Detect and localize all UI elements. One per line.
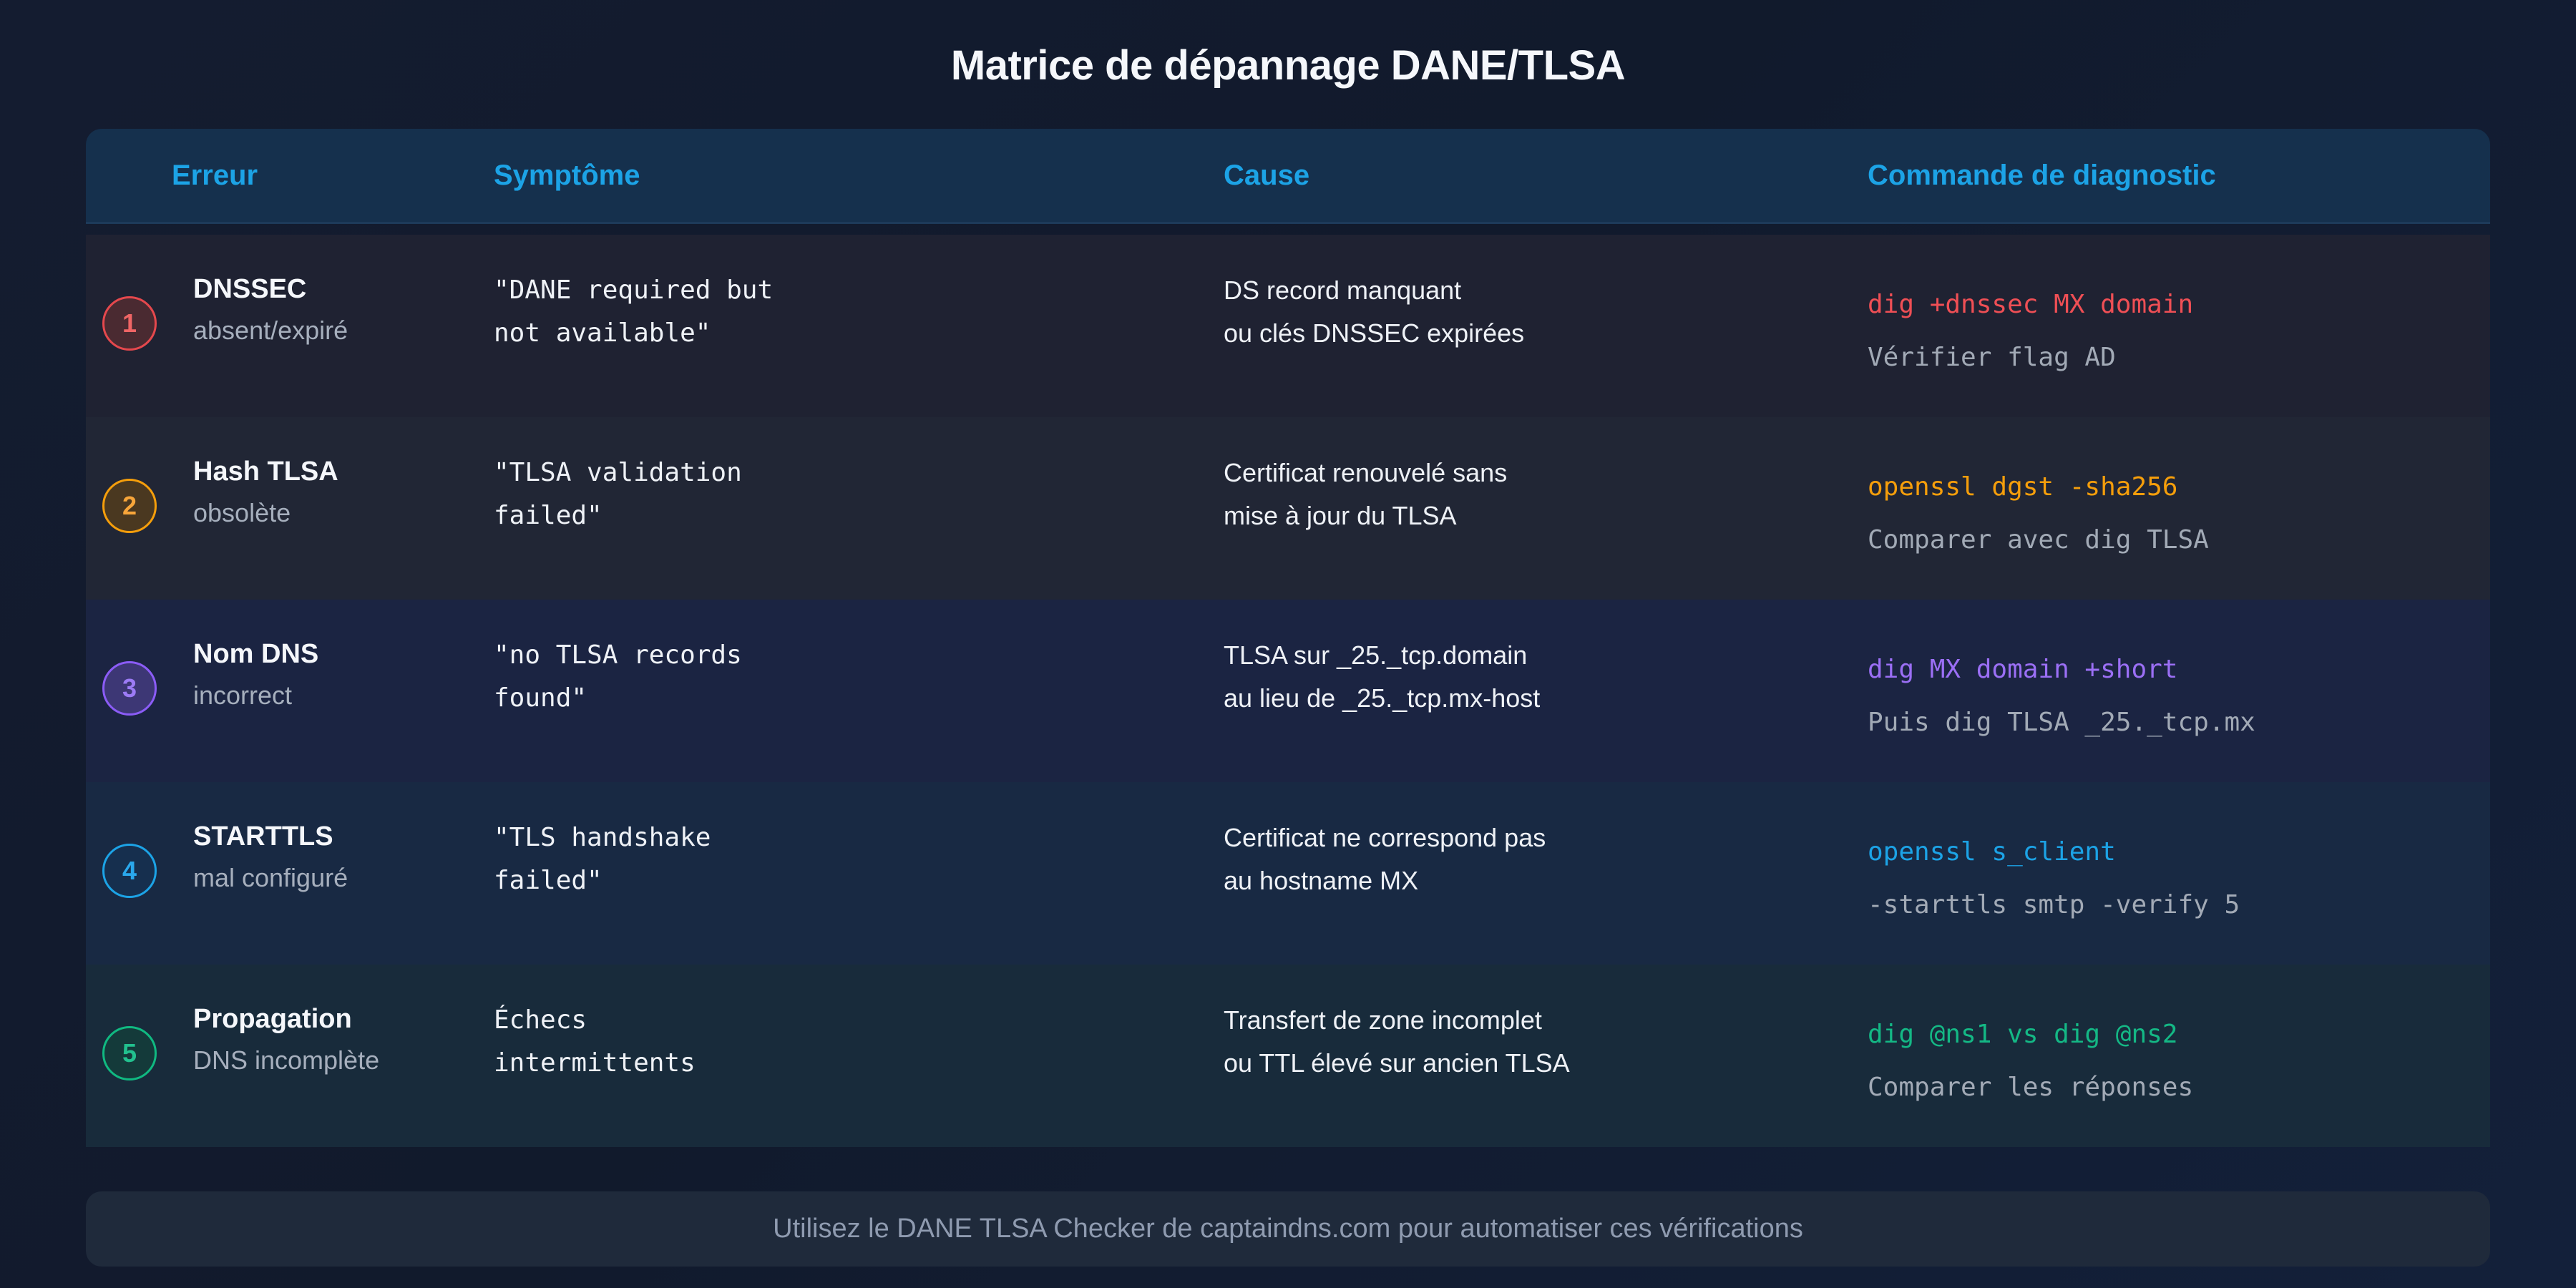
command-note: Vérifier flag AD [1868,343,2116,372]
command-note: Puis dig TLSA _25._tcp.mx [1868,708,2255,737]
cause-line: Transfert de zone incomplet [1224,1005,1542,1035]
row-number-badge: 2 [102,479,157,533]
symptom-cell: "TLSA validation failed" [494,452,1138,537]
symptom-cell: Échecs intermittents [494,999,1138,1085]
error-name: STARTTLS [193,821,333,852]
cause-line: ou TTL élevé sur ancien TLSA [1224,1048,1570,1078]
symptom-line: "DANE required but [494,275,774,305]
symptom-line: "TLS handshake [494,823,711,852]
error-name: Propagation [193,1004,352,1034]
error-cell: Hash TLSA obsolète [193,452,338,535]
cause-cell: Certificat ne correspond pas au hostname… [1224,816,1839,902]
cause-line: au lieu de _25._tcp.mx-host [1224,683,1541,713]
command-note: Comparer avec dig TLSA [1868,525,2209,555]
command-cell: dig @ns1 vs dig @ns2 Comparer les répons… [1868,1015,2476,1108]
row-number-badge: 4 [102,844,157,898]
error-cell: DNSSEC absent/expiré [193,269,348,352]
error-subtitle: incorrect [193,680,293,710]
row-number-badge: 5 [102,1026,157,1080]
symptom-line: found" [494,683,587,713]
command-cell: openssl s_client -starttls smtp -verify … [1868,832,2476,925]
command-note: -starttls smtp -verify 5 [1868,890,2240,919]
command-cell: dig MX domain +short Puis dig TLSA _25._… [1868,650,2476,743]
cause-cell: DS record manquant ou clés DNSSEC expiré… [1224,269,1839,355]
symptom-cell: "DANE required but not available" [494,269,1138,355]
error-subtitle: obsolète [193,498,291,527]
page-title: Matrice de dépannage DANE/TLSA [950,42,1626,89]
table-row: 1 DNSSEC absent/expiré "DANE required bu… [86,235,2490,417]
table-header: Erreur Symptôme Cause Commande de diagno… [86,129,2490,224]
cause-line: ou clés DNSSEC expirées [1224,318,1525,348]
error-name: Hash TLSA [193,457,338,487]
row-number-badge: 1 [102,296,157,351]
symptom-line: failed" [494,866,602,895]
cause-line: mise à jour du TLSA [1224,501,1457,530]
cause-cell: Certificat renouvelé sans mise à jour du… [1224,452,1839,537]
error-name: DNSSEC [193,274,307,304]
error-name: Nom DNS [193,639,319,669]
cause-cell: Transfert de zone incomplet ou TTL élevé… [1224,999,1839,1085]
command-cell: openssl dgst -sha256 Comparer avec dig T… [1868,467,2476,560]
symptom-line: Échecs [494,1005,587,1035]
error-cell: STARTTLS mal configuré [193,816,348,899]
symptom-line: "TLSA validation [494,458,742,487]
cause-cell: TLSA sur _25._tcp.domain au lieu de _25.… [1224,634,1839,720]
command-note: Comparer les réponses [1868,1073,2194,1102]
cause-line: DS record manquant [1224,275,1462,305]
diagnostic-command: openssl s_client [1868,837,2116,867]
header-symptom: Symptôme [494,160,640,191]
cause-line: Certificat ne correspond pas [1224,823,1546,852]
cause-line: Certificat renouvelé sans [1224,458,1508,487]
table-row: 2 Hash TLSA obsolète "TLSA validation fa… [86,417,2490,600]
header-command: Commande de diagnostic [1868,160,2216,191]
troubleshooting-table: Erreur Symptôme Cause Commande de diagno… [86,129,2490,1147]
cause-line: au hostname MX [1224,866,1419,895]
diagnostic-command: openssl dgst -sha256 [1868,472,2178,502]
symptom-line: intermittents [494,1048,696,1078]
table-body: 1 DNSSEC absent/expiré "DANE required bu… [86,235,2490,1147]
table-row: 4 STARTTLS mal configuré "TLS handshake … [86,782,2490,965]
row-number-badge: 3 [102,661,157,716]
table-row: 5 Propagation DNS incomplète Échecs inte… [86,965,2490,1147]
cause-line: TLSA sur _25._tcp.domain [1224,640,1528,670]
error-cell: Nom DNS incorrect [193,634,318,717]
symptom-cell: "TLS handshake failed" [494,816,1138,902]
header-cause: Cause [1224,160,1310,191]
error-subtitle: absent/expiré [193,316,348,345]
error-cell: Propagation DNS incomplète [193,999,379,1082]
error-subtitle: DNS incomplète [193,1045,380,1075]
symptom-cell: "no TLSA records found" [494,634,1138,720]
table-row: 3 Nom DNS incorrect "no TLSA records fou… [86,600,2490,782]
symptom-line: not available" [494,318,711,348]
diagnostic-command: dig @ns1 vs dig @ns2 [1868,1020,2178,1049]
header-error: Erreur [172,160,258,191]
diagnostic-command: dig MX domain +short [1868,655,2178,684]
symptom-line: failed" [494,501,602,530]
diagnostic-command: dig +dnssec MX domain [1868,290,2194,319]
symptom-line: "no TLSA records [494,640,742,670]
command-cell: dig +dnssec MX domain Vérifier flag AD [1868,285,2476,378]
error-subtitle: mal configuré [193,863,348,892]
footer-note: Utilisez le DANE TLSA Checker de captain… [86,1191,2490,1267]
